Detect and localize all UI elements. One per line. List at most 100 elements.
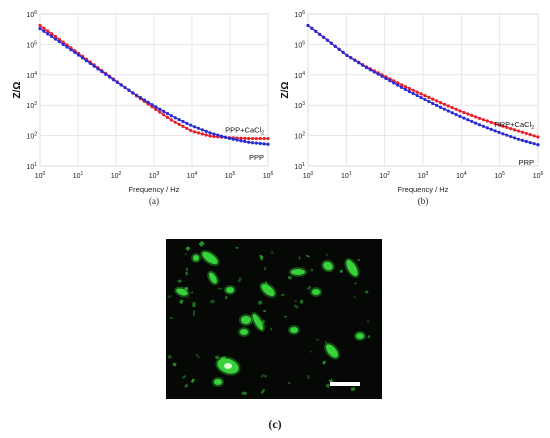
micro-speck <box>184 286 189 291</box>
data-point <box>392 81 396 85</box>
data-point <box>536 135 540 139</box>
y-tick-label: 101 <box>294 162 305 171</box>
data-point <box>528 133 532 137</box>
micro-particle <box>291 269 305 275</box>
data-point <box>485 119 489 123</box>
data-point <box>154 105 158 109</box>
data-point <box>165 115 170 119</box>
data-point <box>306 23 310 28</box>
data-point <box>516 137 521 141</box>
micro-speck <box>178 299 184 305</box>
x-tick-label: 105 <box>225 171 236 180</box>
micro-speck <box>310 268 314 272</box>
micro-particle <box>323 261 333 271</box>
data-point <box>489 120 493 124</box>
series-label: PRP+CaCl2 <box>495 120 534 131</box>
data-point <box>431 101 435 106</box>
data-point <box>150 103 154 107</box>
micro-particle <box>312 289 320 295</box>
x-tick-label: 106 <box>533 171 544 180</box>
micro-speck <box>325 253 328 257</box>
micrograph-particles <box>167 240 371 396</box>
x-tick-label: 102 <box>111 171 122 180</box>
chart-panel-a: 100 101 102 103 104 105 106101102103104105106F… <box>12 10 274 206</box>
data-point <box>532 134 536 138</box>
data-point <box>192 125 197 129</box>
micro-particle <box>226 287 234 293</box>
data-point <box>427 95 431 100</box>
micro-speck <box>214 355 220 360</box>
y-tick-label: 103 <box>294 101 305 110</box>
micro-particle-core <box>224 363 232 369</box>
data-point <box>318 32 322 36</box>
data-point <box>262 142 266 146</box>
scale-bar <box>330 382 360 386</box>
data-point <box>481 124 486 128</box>
data-point <box>208 134 212 138</box>
data-point <box>458 109 462 113</box>
data-point <box>341 50 345 55</box>
data-point <box>470 119 474 124</box>
data-point <box>200 132 204 136</box>
data-point <box>243 136 247 140</box>
data-point <box>474 121 478 125</box>
data-point <box>204 129 208 133</box>
fluorescence-micrograph <box>166 239 382 399</box>
x-tick-label: 103 <box>418 171 429 180</box>
data-point <box>532 142 536 146</box>
data-point <box>450 106 454 110</box>
micro-particle <box>326 344 338 358</box>
micro-speck <box>187 296 190 299</box>
data-point <box>53 34 58 39</box>
data-point <box>411 88 415 92</box>
y-tick-label: 104 <box>26 71 37 80</box>
micro-speck <box>217 287 223 290</box>
micro-speck <box>237 277 242 283</box>
data-point <box>314 29 318 33</box>
data-point <box>61 42 65 46</box>
y-tick-label: 102 <box>294 132 305 141</box>
data-point <box>493 129 497 133</box>
micro-particle <box>202 251 218 265</box>
data-point <box>142 98 146 102</box>
data-point <box>396 81 400 85</box>
x-tick-label: 101 <box>73 171 84 180</box>
micro-speck <box>367 335 371 339</box>
data-point <box>477 116 482 120</box>
micro-speck <box>210 299 215 304</box>
y-tick-label: 102 <box>26 132 37 141</box>
data-point <box>536 143 540 147</box>
data-point <box>250 136 255 141</box>
data-point <box>158 110 162 114</box>
micro-speck <box>167 295 172 298</box>
micro-speck <box>167 354 172 359</box>
data-point <box>38 27 42 31</box>
data-point <box>181 119 185 124</box>
data-point <box>49 34 54 39</box>
data-point <box>227 136 231 140</box>
chart-panel-b: 100 101 102 103 104 105 106101102103104105106F… <box>280 10 544 206</box>
data-point <box>61 40 65 44</box>
data-point <box>454 112 458 117</box>
data-point <box>325 38 330 42</box>
micro-particle <box>240 329 248 335</box>
micro-particle <box>214 379 222 385</box>
data-point <box>497 123 501 127</box>
x-axis-label: Frequency / Hz <box>398 185 449 194</box>
data-point <box>516 129 521 133</box>
data-point <box>376 72 380 76</box>
data-point <box>399 85 404 89</box>
data-point <box>513 136 517 140</box>
data-point <box>489 127 493 131</box>
data-point <box>162 113 166 117</box>
y-tick-label: 106 <box>294 10 305 19</box>
caption-c: (c) <box>268 417 281 431</box>
panel-caption: (a) <box>149 196 159 206</box>
micro-speck <box>177 279 182 283</box>
micro-speck <box>298 256 301 260</box>
y-axis-label: Z/Ω <box>280 82 291 99</box>
data-point <box>384 76 388 81</box>
micro-speck <box>305 254 310 258</box>
data-point <box>477 123 482 127</box>
micro-speck <box>192 310 196 316</box>
